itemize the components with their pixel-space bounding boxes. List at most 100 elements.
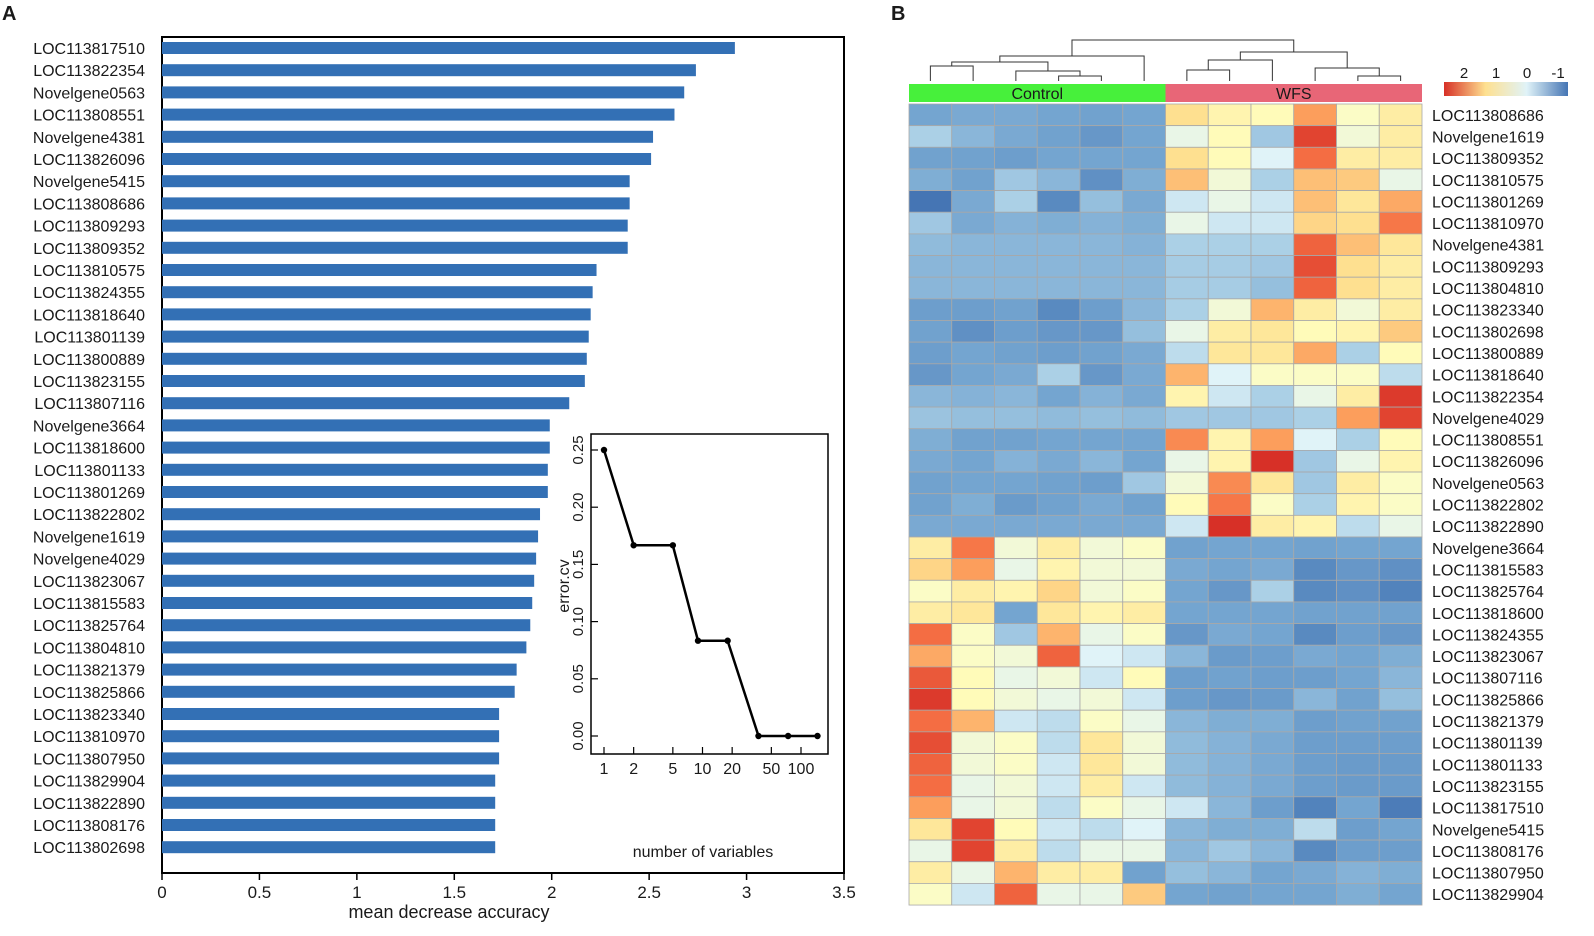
heatmap-cell-LOC113808176-9: [1293, 839, 1337, 863]
heatmap-cell-LOC113829904-8: [1250, 883, 1295, 906]
heatmap-cell-LOC113823340-1: [951, 298, 995, 321]
bar-label-LOC113801133: LOC113801133: [34, 463, 145, 480]
heatmap-cell-LOC113822890-8: [1250, 514, 1295, 538]
heatmap-cell-LOC113810970-5: [1122, 211, 1166, 235]
heatmap-cell-LOC113809352-10: [1336, 146, 1380, 170]
heatmap-cell-LOC113810575-8: [1250, 168, 1295, 191]
heatmap-cell-Novelgene4029-8: [1250, 406, 1295, 430]
heatmap-cell-LOC113801133-7: [1207, 753, 1252, 776]
bar-label-LOC113807116: LOC113807116: [34, 396, 145, 413]
heatmap-cell-LOC113822354-1: [951, 385, 995, 408]
heatmap-cell-LOC113825866-6: [1165, 688, 1209, 711]
heatmap-cell-LOC113804810-10: [1336, 276, 1380, 300]
heatmap-cell-LOC113809352-4: [1079, 146, 1124, 170]
heatmap-cell-LOC113808551-2: [994, 428, 1038, 451]
heatmap-cell-LOC113823067-6: [1165, 644, 1209, 668]
bar-label-LOC113825764: LOC113825764: [33, 618, 145, 635]
bar-label-Novelgene5415: Novelgene5415: [33, 174, 145, 191]
heatmap-cell-LOC113810970-1: [951, 211, 995, 235]
heatmap-cell-Novelgene1619-1: [951, 125, 995, 148]
heatmap-cell-LOC113815583-4: [1079, 558, 1124, 581]
heatmap-cell-LOC113818640-11: [1378, 363, 1423, 386]
heatmap-row-label-LOC113821379: LOC113821379: [1432, 714, 1544, 731]
legend-tick-label-0: 2: [1460, 65, 1468, 82]
heatmap-row-label-LOC113807116: LOC113807116: [1432, 671, 1543, 688]
heatmap-cell-LOC113809293-6: [1165, 255, 1209, 278]
heatmap-cell-Novelgene5415-4: [1079, 818, 1124, 841]
heatmap-cell-LOC113822890-5: [1122, 514, 1166, 538]
heatmap-cell-LOC113815583-6: [1165, 558, 1209, 581]
bar-label-LOC113809352: LOC113809352: [33, 241, 145, 258]
heatmap-row-label-LOC113829904: LOC113829904: [1432, 887, 1544, 904]
heatmap-cell-Novelgene4029-5: [1122, 406, 1166, 430]
heatmap-cell-LOC113829904-1: [951, 883, 995, 906]
heatmap-cell-LOC113829904-0: [908, 883, 953, 906]
heatmap-cell-Novelgene4381-10: [1336, 233, 1380, 256]
heatmap-cell-LOC113823155-4: [1079, 774, 1124, 798]
heatmap-cell-LOC113823340-4: [1079, 298, 1124, 321]
heatmap-cell-LOC113825866-9: [1293, 688, 1337, 711]
heatmap-cell-LOC113823340-11: [1378, 298, 1423, 321]
heatmap-cell-LOC113810970-4: [1079, 211, 1124, 235]
heatmap-cell-LOC113802698-6: [1165, 320, 1209, 343]
heatmap-cell-LOC113818640-4: [1079, 363, 1124, 386]
heatmap-cell-Novelgene4029-0: [908, 406, 953, 430]
heatmap-cell-LOC113810970-7: [1207, 211, 1252, 235]
heatmap-cell-LOC113822890-0: [908, 514, 953, 538]
bar-LOC113817510: [162, 42, 735, 54]
bar-LOC113808551: [162, 108, 675, 121]
heatmap-cell-LOC113801133-11: [1378, 753, 1423, 776]
heatmap-cell-LOC113801269-10: [1336, 190, 1380, 213]
heatmap-cell-LOC113824355-5: [1122, 623, 1166, 646]
heatmap-cell-LOC113809352-8: [1250, 146, 1295, 170]
heatmap-cell-LOC113810970-3: [1036, 211, 1081, 235]
heatmap-row-label-LOC113825764: LOC113825764: [1432, 584, 1544, 601]
heatmap-cell-LOC113810575-10: [1336, 168, 1380, 191]
heatmap-cell-LOC113821379-3: [1036, 709, 1081, 733]
heatmap-cell-LOC113802698-0: [908, 320, 953, 343]
heatmap-row-label-LOC113801139: LOC113801139: [1432, 736, 1543, 753]
heatmap-cell-LOC113821379-9: [1293, 709, 1337, 733]
inset-x-tick-label-3: 10: [694, 761, 712, 778]
heatmap-cell-LOC113802698-9: [1293, 320, 1337, 343]
heatmap-cell-LOC113807116-2: [994, 666, 1038, 689]
heatmap-cell-Novelgene1619-6: [1165, 125, 1209, 148]
heatmap-cell-LOC113807116-7: [1207, 666, 1252, 689]
group-label-WFS: WFS: [1276, 86, 1312, 103]
inset-point-2: [669, 542, 677, 549]
heatmap-cell-LOC113824355-6: [1165, 623, 1209, 646]
heatmap-cell-LOC113810575-9: [1293, 168, 1337, 191]
heatmap-cell-LOC113801269-6: [1165, 190, 1209, 213]
heatmap-cell-LOC113829904-11: [1378, 883, 1423, 906]
heatmap-cell-LOC113821379-7: [1207, 709, 1252, 733]
heatmap-cell-LOC113808176-7: [1207, 839, 1252, 863]
inset-point-5: [755, 732, 762, 740]
heatmap-cell-LOC113808176-2: [994, 839, 1038, 863]
heatmap-cell-LOC113818640-10: [1336, 363, 1380, 386]
heatmap-cell-LOC113825866-3: [1036, 688, 1081, 711]
heatmap-cell-Novelgene4381-3: [1036, 233, 1081, 256]
heatmap-cell-LOC113810970-0: [908, 211, 953, 235]
heatmap-cell-LOC113818640-3: [1036, 363, 1081, 386]
inset-line-chart: 0.00 0.05 0.10 0.15 0.20 0.25 1 2 5 10 20 50 100 nu…: [556, 433, 829, 861]
heatmap-cell-Novelgene4029-11: [1378, 406, 1423, 430]
heatmap-cell-LOC113800889-1: [951, 341, 995, 365]
heatmap-cell-LOC113822354-8: [1250, 385, 1295, 408]
heatmap-cell-LOC113829904-6: [1165, 883, 1209, 906]
bar-chart-bars: [162, 42, 735, 854]
heatmap-cell-Novelgene0563-11: [1378, 471, 1423, 495]
heatmap-row-label-LOC113817510: LOC113817510: [1432, 801, 1544, 818]
heatmap-cell-LOC113800889-4: [1079, 341, 1124, 365]
heatmap-cell-LOC113800889-9: [1293, 341, 1337, 365]
heatmap-cell-Novelgene1619-5: [1122, 125, 1166, 148]
heatmap-cell-LOC113821379-1: [951, 709, 995, 733]
heatmap-cell-LOC113829904-7: [1207, 883, 1252, 906]
heatmap-cell-LOC113823067-2: [994, 644, 1038, 668]
bar-label-LOC113822354: LOC113822354: [33, 63, 145, 80]
bar-LOC113825764: [162, 619, 531, 632]
heatmap-cell-Novelgene5415-0: [908, 818, 953, 841]
inset-y-tick-label-5: 0.25: [570, 435, 587, 464]
heatmap-cell-LOC113801133-8: [1250, 753, 1295, 776]
heatmap-cell-LOC113807950-3: [1036, 861, 1081, 884]
bar-label-LOC113810970: LOC113810970: [33, 729, 145, 746]
